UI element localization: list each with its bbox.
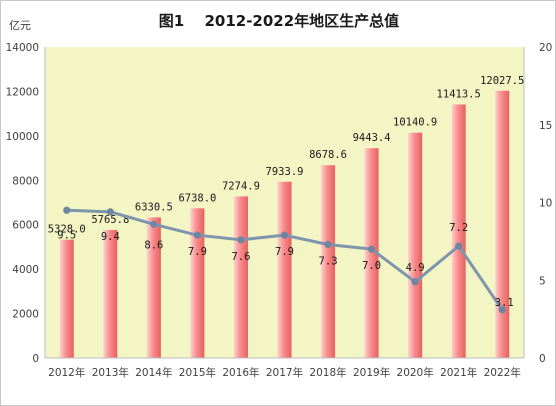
growth-value-label: 7.0 <box>362 260 381 272</box>
bar <box>451 104 466 359</box>
growth-value-label: 3.1 <box>495 297 514 309</box>
bar <box>364 148 379 358</box>
bar-value-label: 7274.9 <box>222 180 260 192</box>
right-tick-label: 15 <box>539 120 552 132</box>
growth-value-label: 7.9 <box>188 246 207 258</box>
growth-point <box>455 242 463 250</box>
bar <box>190 208 205 358</box>
bar-labels: 5328.0 5765.8 6330.5 6738.0 7274.9 7933.9 8678… <box>48 75 525 236</box>
left-tick-label: 4000 <box>12 264 39 276</box>
x-tick-label: 2019年 <box>353 366 390 379</box>
bar-value-label: 5765.8 <box>91 214 129 226</box>
growth-point <box>498 306 506 314</box>
bar-value-label: 5328.0 <box>48 224 86 236</box>
x-tick-label: 2017年 <box>266 366 303 379</box>
x-tick-label: 2014年 <box>135 366 172 379</box>
bar-series <box>59 90 510 359</box>
bar <box>495 90 510 358</box>
bar <box>233 196 248 358</box>
left-tick-label: 6000 <box>12 220 39 232</box>
y-axis-unit: 亿元 <box>9 19 31 32</box>
growth-value-label: 9.5 <box>57 229 76 241</box>
bar-value-label: 7933.9 <box>266 166 304 178</box>
x-tick-label: 2013年 <box>92 366 129 379</box>
x-tick-label: 2016年 <box>222 366 259 379</box>
left-tick-label: 0 <box>32 353 39 365</box>
x-tick-label: 2012年 <box>48 366 85 379</box>
growth-point <box>150 220 158 228</box>
right-tick-label: 10 <box>539 198 552 210</box>
bar <box>408 132 423 358</box>
growth-value-label: 7.3 <box>319 255 338 267</box>
growth-value-label: 7.9 <box>275 246 294 258</box>
x-tick-label: 2020年 <box>397 366 434 379</box>
x-tick-label: 2018年 <box>309 366 346 379</box>
bar-value-label: 11413.5 <box>437 88 481 100</box>
x-tick-label: 2015年 <box>179 366 216 379</box>
growth-point <box>193 231 202 239</box>
x-tick-label: 2021年 <box>440 366 477 379</box>
bar-value-label: 6330.5 <box>135 201 173 213</box>
bar <box>146 217 161 358</box>
left-tick-label: 14000 <box>6 42 39 54</box>
growth-point <box>63 206 71 214</box>
growth-value-label: 7.2 <box>449 222 468 234</box>
left-tick-label: 10000 <box>6 131 39 143</box>
right-tick-label: 20 <box>539 42 552 54</box>
bar <box>59 239 74 358</box>
right-tick-label: 5 <box>539 275 546 287</box>
growth-point <box>324 240 332 249</box>
growth-value-label: 7.6 <box>231 251 250 263</box>
bar-value-label: 10140.9 <box>393 117 437 129</box>
growth-point <box>237 236 245 244</box>
left-tick-label: 2000 <box>12 309 39 321</box>
x-tick-label: 2022年 <box>484 366 521 379</box>
growth-point <box>280 231 289 239</box>
growth-line-series <box>63 206 506 314</box>
growth-point <box>411 278 419 286</box>
left-tick-label: 12000 <box>6 86 39 98</box>
chart-title: 图1 2012-2022年地区生产总值 <box>159 12 399 30</box>
right-tick-label: 0 <box>539 353 546 365</box>
bar <box>277 181 292 358</box>
growth-value-label: 9.4 <box>101 231 120 243</box>
right-axis: 0 5 10 15 20 <box>523 42 552 365</box>
bar <box>103 229 118 358</box>
bar <box>321 165 336 358</box>
growth-value-label: 8.6 <box>144 239 163 251</box>
bar-value-label: 9443.4 <box>353 132 391 144</box>
left-axis: 0 2000 4000 6000 8000 10000 12000 14000 <box>6 42 46 365</box>
bar-value-label: 12027.5 <box>480 75 524 87</box>
left-tick-label: 8000 <box>12 175 39 187</box>
line-labels: 9.5 9.4 8.6 7.9 7.6 7.9 7.3 7.0 4.9 7.2 3.1 <box>57 222 513 309</box>
growth-point <box>367 245 376 253</box>
growth-value-label: 4.9 <box>406 262 425 274</box>
x-axis: 2012年 2013年 2014年 2015年 2016年 2017年 2018年 2019年… <box>45 357 524 379</box>
growth-point <box>106 208 114 216</box>
bar-value-label: 6738.0 <box>178 192 216 204</box>
bar-value-label: 8678.6 <box>309 149 347 161</box>
